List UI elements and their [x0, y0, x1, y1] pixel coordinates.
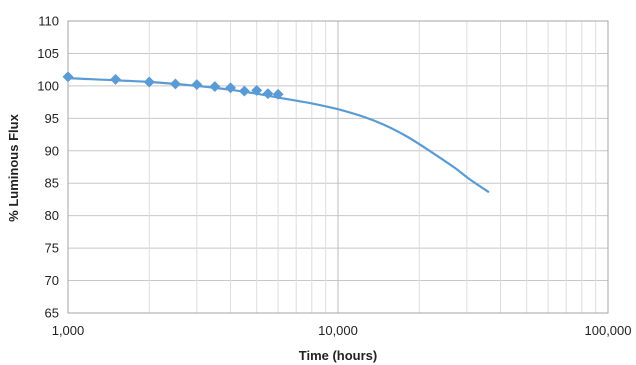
- plot-area-frame: [67, 20, 609, 314]
- y-tick-label: 95: [45, 111, 59, 126]
- x-tick-label: 10,000: [318, 323, 358, 338]
- data-point-marker: [251, 84, 263, 96]
- data-point-marker: [272, 88, 284, 100]
- y-axis-title: % Luminous Flux: [6, 113, 21, 221]
- gridlines: [67, 20, 609, 314]
- plot-border: [67, 20, 609, 314]
- data-point-marker: [262, 88, 274, 100]
- y-tick-label: 110: [38, 14, 59, 29]
- data-point-marker: [169, 78, 181, 90]
- x-axis-title: Time (hours): [299, 348, 378, 363]
- series: [62, 71, 490, 193]
- y-axis-tick-labels: 65 70 75 80 85 90 95 100 105 110: [37, 14, 59, 321]
- y-tick-label: 100: [37, 78, 59, 93]
- y-tick-label: 75: [45, 241, 59, 256]
- data-point-marker: [225, 82, 237, 94]
- y-tick-label: 105: [37, 46, 59, 61]
- y-tick-label: 65: [45, 306, 59, 321]
- y-tick-label: 85: [45, 176, 59, 191]
- data-point-marker: [62, 71, 74, 83]
- data-point-marker: [109, 73, 122, 85]
- x-tick-label: 100,000: [585, 323, 632, 338]
- y-tick-label: 80: [45, 208, 59, 223]
- data-point-marker: [143, 76, 155, 88]
- data-point-marker: [238, 85, 250, 97]
- y-tick-label: 90: [45, 143, 59, 158]
- data-point-marker: [191, 79, 203, 91]
- x-axis-tick-labels: 1,000 10,000 100,000: [52, 323, 632, 338]
- y-tick-label: 70: [45, 273, 59, 288]
- x-tick-label: 1,000: [52, 323, 85, 338]
- data-point-marker: [209, 80, 221, 93]
